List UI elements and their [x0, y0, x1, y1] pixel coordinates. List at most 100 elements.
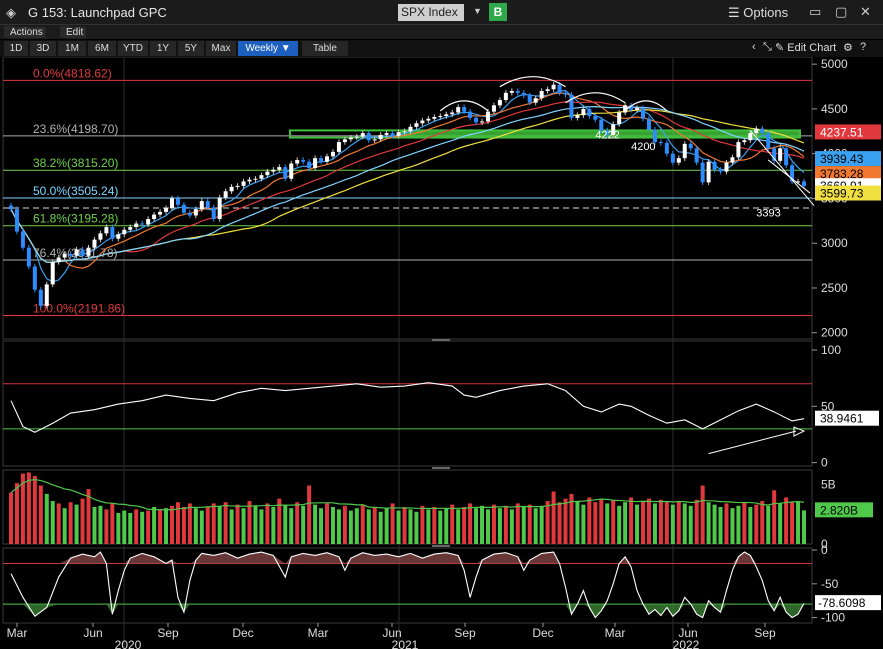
- menu-bar: Actions ▾ Edit ▾: [0, 25, 883, 39]
- osc-tick-label: 0: [821, 456, 828, 470]
- candle-body: [581, 108, 586, 116]
- candle-body: [265, 171, 270, 176]
- period-3d[interactable]: 3D: [30, 41, 56, 56]
- volume-bar: [658, 499, 663, 544]
- candle-body: [366, 133, 371, 141]
- volume-bar: [599, 498, 604, 544]
- axes-layer: 20002500300035004000450050004237.513939.…: [7, 57, 881, 649]
- ticker-field[interactable]: SPX Index: [398, 4, 464, 21]
- edit-menu[interactable]: Edit ▾: [60, 26, 87, 38]
- volume-bar: [563, 498, 568, 544]
- price-value-label: 3783.28: [820, 167, 864, 181]
- chart-canvas[interactable]: 0.0%(4818.62) 23.6%(4198.70) 38.2%(3815.20…: [0, 57, 883, 649]
- volume-bar: [605, 503, 610, 544]
- candle-body: [760, 128, 765, 134]
- candle-body: [778, 148, 783, 161]
- candle-body: [652, 129, 657, 143]
- candle-body: [497, 99, 502, 106]
- volume-bar: [593, 502, 598, 544]
- williams-value-badge: [815, 595, 881, 611]
- vol-tick-label: 0: [821, 537, 828, 551]
- volume-bar: [402, 507, 407, 544]
- period-1y[interactable]: 1Y: [150, 41, 176, 56]
- volume-bar: [652, 503, 657, 544]
- b-button[interactable]: B: [489, 3, 507, 21]
- price-value-label: 4237.51: [820, 125, 864, 139]
- candle-body: [402, 131, 407, 133]
- volume-bar: [158, 509, 163, 544]
- help-icon[interactable]: ?: [860, 41, 867, 53]
- candle-body: [330, 151, 335, 157]
- diamond-icon[interactable]: ◈: [6, 5, 16, 20]
- restore-icon[interactable]: ▢: [835, 4, 848, 19]
- period-ytd[interactable]: YTD: [118, 41, 148, 56]
- volume-bar: [38, 485, 43, 544]
- interval-dropdown[interactable]: Weekly ▼: [238, 41, 298, 56]
- williams-layer: [3, 551, 812, 619]
- volume-bar: [187, 503, 192, 544]
- candle-body: [14, 209, 19, 232]
- period-1d[interactable]: 1D: [4, 41, 28, 56]
- volume-bar: [128, 512, 133, 544]
- period-1m[interactable]: 1M: [58, 41, 86, 56]
- candle-body: [56, 257, 61, 263]
- x-year-label: 2021: [392, 638, 419, 649]
- volume-bar: [587, 497, 592, 544]
- volume-bar: [515, 503, 520, 544]
- volume-bar: [438, 510, 443, 544]
- minimize-icon[interactable]: ▭: [809, 4, 822, 19]
- volume-bar: [56, 503, 61, 544]
- actions-menu[interactable]: Actions ▾: [4, 26, 46, 38]
- volume-bar: [325, 503, 330, 544]
- candle-body: [319, 158, 324, 162]
- volume-bar: [635, 504, 640, 544]
- candle-body: [658, 142, 663, 144]
- volume-bar: [122, 510, 127, 544]
- candle-body: [122, 229, 127, 235]
- volume-bar: [646, 498, 651, 544]
- volume-bar: [682, 503, 687, 544]
- x-tick-label: Mar: [7, 626, 28, 640]
- volume-bar: [217, 505, 222, 544]
- candle-body: [438, 116, 443, 118]
- vol-tick-label: 5B: [821, 477, 836, 491]
- wrench-icon[interactable]: ⚙: [843, 42, 853, 54]
- candle-body: [74, 249, 79, 256]
- fib-level-label: 23.6%(4198.70): [33, 122, 118, 136]
- volume-bar: [611, 499, 616, 544]
- volume-bar: [152, 507, 157, 544]
- period-6m[interactable]: 6M: [88, 41, 116, 56]
- volume-bar: [748, 507, 753, 544]
- volume-bar: [104, 509, 109, 544]
- close-icon[interactable]: ✕: [860, 4, 871, 19]
- edit-chart-button[interactable]: ✎ Edit Chart: [775, 41, 836, 54]
- ticker-dropdown-icon[interactable]: ▼: [473, 6, 482, 16]
- table-button[interactable]: Table: [302, 41, 348, 56]
- edit-label: Edit: [63, 27, 87, 38]
- volume-bar: [426, 509, 431, 544]
- volume-bar: [521, 507, 526, 544]
- candle-body: [86, 247, 91, 256]
- options-button[interactable]: ☰ Options: [728, 5, 788, 21]
- volume-bar: [617, 505, 622, 544]
- candle-body: [20, 231, 25, 248]
- volume-bar: [205, 507, 210, 544]
- vol-value-badge: [815, 502, 873, 518]
- chevron-left-icon[interactable]: ‹: [752, 41, 756, 53]
- period-5y[interactable]: 5Y: [178, 41, 204, 56]
- williams-tick-label: -50: [821, 577, 839, 591]
- candle-body: [700, 162, 705, 183]
- volume-bar: [14, 483, 19, 544]
- period-max[interactable]: Max: [206, 41, 236, 56]
- volume-bar: [664, 502, 669, 544]
- price-value-label: 3939.43: [820, 152, 864, 166]
- x-tick-label: Jun: [83, 626, 102, 640]
- draw-tool-icon[interactable]: ⤡: [763, 41, 772, 53]
- volume-bar: [354, 508, 359, 544]
- ma-long2-line: [10, 106, 805, 263]
- volume-bar: [20, 473, 25, 544]
- candle-body: [748, 133, 753, 141]
- candle-body: [718, 169, 723, 172]
- candle-body: [104, 227, 109, 234]
- candle-body: [301, 159, 306, 162]
